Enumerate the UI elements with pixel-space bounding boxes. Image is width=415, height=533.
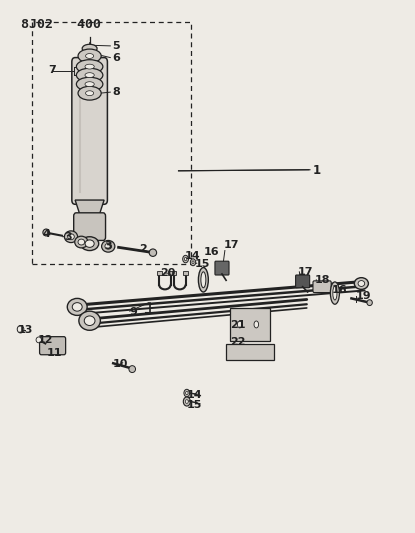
Bar (32, 22, 191, 264)
Ellipse shape (184, 389, 190, 397)
Ellipse shape (79, 311, 100, 330)
Text: 17: 17 (224, 240, 239, 250)
Ellipse shape (201, 272, 206, 288)
Text: 3: 3 (65, 232, 73, 243)
Bar (226, 344, 273, 360)
Ellipse shape (105, 244, 112, 249)
Ellipse shape (85, 91, 94, 95)
Ellipse shape (17, 326, 24, 333)
Ellipse shape (237, 321, 242, 328)
Text: 2: 2 (139, 245, 147, 254)
Ellipse shape (36, 337, 42, 343)
Ellipse shape (81, 237, 99, 251)
Ellipse shape (190, 259, 196, 266)
Ellipse shape (198, 268, 208, 292)
Text: 8J02   400: 8J02 400 (22, 18, 101, 31)
Bar (171, 271, 176, 275)
Ellipse shape (85, 240, 94, 247)
Ellipse shape (68, 234, 74, 240)
Ellipse shape (85, 82, 94, 86)
FancyBboxPatch shape (74, 213, 105, 240)
FancyBboxPatch shape (39, 337, 66, 355)
Ellipse shape (43, 229, 49, 236)
FancyBboxPatch shape (72, 58, 107, 204)
Ellipse shape (149, 249, 156, 256)
Ellipse shape (183, 255, 188, 263)
Ellipse shape (330, 282, 339, 304)
Polygon shape (75, 200, 104, 216)
Text: 17: 17 (298, 267, 313, 277)
Ellipse shape (76, 68, 103, 82)
Ellipse shape (85, 64, 94, 69)
Ellipse shape (82, 44, 97, 53)
Text: 22: 22 (230, 337, 246, 347)
Bar (230, 308, 269, 341)
Ellipse shape (64, 231, 78, 243)
Ellipse shape (67, 298, 87, 316)
Text: 14: 14 (185, 251, 200, 261)
Ellipse shape (254, 321, 259, 328)
Text: 19: 19 (356, 290, 371, 301)
Ellipse shape (367, 300, 372, 305)
Ellipse shape (183, 397, 190, 406)
Ellipse shape (85, 72, 94, 77)
Text: 6: 6 (112, 53, 120, 62)
Ellipse shape (85, 53, 94, 59)
Ellipse shape (75, 236, 88, 248)
Ellipse shape (84, 316, 95, 326)
Ellipse shape (186, 391, 188, 394)
Text: 9: 9 (129, 306, 137, 317)
Text: 16: 16 (332, 286, 347, 295)
Text: 11: 11 (47, 348, 63, 358)
Text: 3: 3 (104, 241, 112, 251)
Text: 7: 7 (48, 65, 56, 75)
Text: 15: 15 (187, 400, 202, 410)
Text: 15: 15 (194, 259, 210, 269)
Text: 10: 10 (112, 359, 128, 369)
FancyBboxPatch shape (295, 275, 310, 288)
Ellipse shape (184, 257, 187, 261)
FancyBboxPatch shape (313, 281, 331, 293)
Ellipse shape (78, 86, 101, 100)
Ellipse shape (358, 280, 365, 286)
Text: 12: 12 (38, 335, 54, 345)
Text: 13: 13 (18, 325, 34, 335)
Bar (183, 271, 188, 275)
Text: 16: 16 (203, 247, 219, 256)
Text: 21: 21 (230, 320, 246, 330)
Ellipse shape (78, 239, 85, 245)
Ellipse shape (354, 278, 369, 289)
Text: 8: 8 (112, 87, 120, 97)
Ellipse shape (333, 286, 337, 300)
Ellipse shape (78, 49, 101, 63)
Text: 20: 20 (160, 268, 175, 278)
Ellipse shape (129, 366, 136, 373)
Text: 14: 14 (187, 390, 203, 400)
Text: 4: 4 (42, 229, 50, 239)
Bar (168, 271, 173, 275)
FancyBboxPatch shape (215, 261, 229, 275)
Bar (156, 271, 161, 275)
Ellipse shape (72, 303, 82, 311)
Ellipse shape (76, 77, 103, 91)
Ellipse shape (76, 60, 103, 74)
Text: 18: 18 (315, 275, 330, 285)
Text: 5: 5 (112, 41, 120, 51)
Text: 1: 1 (313, 164, 321, 177)
Ellipse shape (186, 400, 188, 403)
Ellipse shape (192, 261, 194, 264)
Ellipse shape (102, 240, 115, 252)
